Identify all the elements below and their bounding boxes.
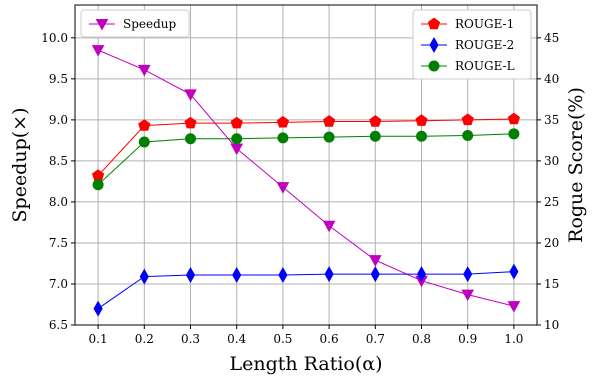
y-tick-label-right: 40 (544, 72, 559, 86)
data-point-rouge-1 (138, 119, 151, 131)
legend-label-rouge-2: ROUGE-2 (455, 38, 514, 52)
data-point-rouge-2 (370, 266, 380, 283)
series-line-rouge-2 (97, 271, 514, 310)
data-point-rouge-l (323, 131, 335, 143)
y-tick-label-right: 45 (544, 31, 559, 45)
data-point-rouge-2 (324, 266, 334, 283)
x-tick-label: 0.9 (458, 332, 477, 346)
data-point-rouge-2 (416, 266, 427, 283)
data-point-rouge-l (138, 136, 150, 148)
ticks: 0.1 0.2 0.3 0.4 0.5 0.6 0.7 0.8 0.9 1.0 6.5 7.0 7.5 8… (41, 31, 559, 346)
series-speedup (91, 45, 521, 313)
data-point-rouge-2 (232, 266, 242, 283)
series-rouge-l (92, 128, 520, 191)
data-point-rouge-1 (230, 116, 243, 129)
data-point-rouge-l (185, 133, 196, 145)
y-tick-label-right: 15 (544, 277, 559, 291)
data-point-rouge-l (416, 130, 427, 142)
legend-label-speedup: Speedup (123, 17, 177, 31)
legend-marker-speedup (95, 19, 109, 31)
legend-speedup: Speedup (80, 9, 190, 38)
y-axis-label-left: Speedup(×) (9, 108, 31, 223)
y-tick-label-right: 20 (544, 236, 559, 250)
x-tick-label: 0.3 (181, 332, 200, 346)
series-rouge-1 (91, 112, 521, 181)
data-point-rouge-l (508, 128, 520, 140)
x-tick-label: 0.2 (135, 332, 154, 346)
legend-rouge: ROUGE-1 ROUGE-2 ROUGE-L (412, 9, 532, 80)
y-tick-label-right: 25 (544, 195, 559, 209)
series-line-rouge-1 (97, 118, 514, 177)
data-point-rouge-2 (93, 300, 103, 317)
data-point-speedup (276, 182, 290, 194)
data-point-rouge-l (231, 133, 243, 145)
data-point-rouge-l (92, 179, 104, 191)
x-tick-label: 0.1 (89, 332, 108, 346)
x-tick-label: 1.0 (504, 332, 523, 346)
legend-label-rouge-l: ROUGE-L (455, 59, 515, 73)
data-point-speedup (368, 255, 382, 267)
series-rouge-2 (93, 263, 519, 317)
data-point-speedup (322, 220, 336, 233)
data-point-rouge-l (369, 130, 381, 142)
data-point-rouge-2 (185, 266, 196, 283)
y-tick-label-right: 35 (544, 113, 559, 127)
data-point-speedup (184, 89, 197, 101)
data-point-rouge-1 (322, 115, 336, 127)
x-tick-label: 0.8 (412, 332, 431, 346)
y-tick-label-left: 6.5 (49, 318, 68, 332)
x-tick-label: 0.7 (366, 332, 385, 346)
legend-box (80, 9, 190, 38)
data-point-rouge-2 (463, 266, 473, 283)
series-layer (91, 45, 521, 317)
data-point-rouge-l (462, 129, 474, 141)
data-point-rouge-1 (461, 113, 474, 126)
x-axis-label: Length Ratio(α) (229, 353, 382, 375)
y-tick-label-left: 8.5 (49, 154, 68, 168)
legend-marker-rouge-l (428, 60, 440, 72)
y-tick-label-left: 9.5 (49, 72, 68, 86)
y-tick-label-left: 9.0 (49, 113, 68, 127)
legend-marker-rouge-2 (429, 36, 439, 54)
data-point-rouge-1 (415, 114, 428, 126)
y-tick-label-left: 10.0 (41, 31, 68, 45)
data-point-rouge-1 (369, 115, 382, 127)
plot-frame (74, 4, 538, 326)
series-line-rouge-l (97, 133, 514, 186)
data-point-rouge-2 (139, 268, 149, 285)
y-tick-label-left: 8.0 (49, 195, 68, 209)
data-point-rouge-1 (184, 116, 197, 129)
data-point-speedup (137, 64, 151, 77)
x-tick-label: 0.4 (227, 332, 246, 346)
y-tick-label-left: 7.0 (49, 277, 68, 291)
data-point-rouge-2 (509, 263, 519, 280)
data-point-speedup (461, 289, 475, 302)
data-point-rouge-l (277, 132, 289, 144)
y-tick-label-right: 30 (544, 154, 559, 168)
legend-label-rouge-1: ROUGE-1 (455, 17, 514, 31)
x-tick-label: 0.6 (320, 332, 339, 346)
data-point-speedup (91, 45, 105, 57)
data-point-speedup (230, 143, 244, 156)
data-point-speedup (507, 301, 521, 313)
data-point-rouge-1 (507, 112, 521, 125)
x-tick-label: 0.5 (273, 332, 292, 346)
data-point-rouge-1 (276, 115, 290, 128)
data-point-rouge-2 (278, 266, 288, 283)
y-tick-label-left: 7.5 (49, 236, 68, 250)
y-axis-label-right: Rogue Score(%) (565, 87, 587, 243)
y-tick-label-right: 10 (544, 318, 559, 332)
series-line-speedup (97, 49, 515, 307)
legend-box (412, 9, 532, 80)
legend-marker-rouge-1 (427, 17, 441, 30)
